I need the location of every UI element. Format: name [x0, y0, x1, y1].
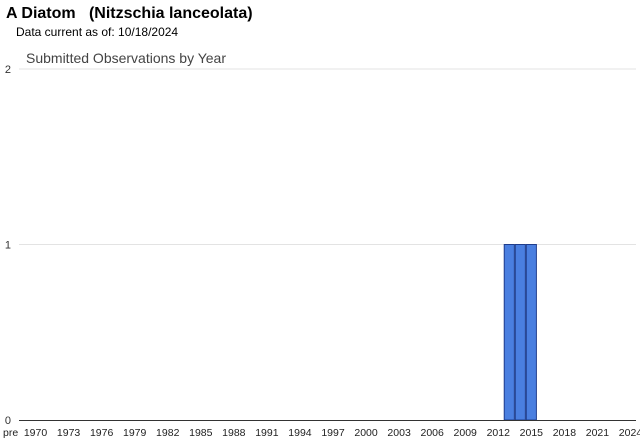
x-tick-label: 1997	[321, 427, 345, 439]
x-tick-label: 1994	[288, 427, 312, 439]
x-tick-label: 1982	[156, 427, 180, 439]
x-tick-label: 2021	[586, 427, 610, 439]
x-tick-label: 1979	[123, 427, 147, 439]
x-tick-label: pre	[3, 427, 18, 439]
x-tick-label: 1991	[255, 427, 279, 439]
y-tick-label: 2	[5, 64, 11, 76]
chart-title: Submitted Observations by Year	[26, 50, 226, 66]
x-tick-label: 2015	[520, 427, 544, 439]
bars	[503, 244, 537, 421]
x-tick-label: 2018	[553, 427, 577, 439]
bar	[514, 244, 526, 421]
x-tick-label: 1988	[222, 427, 246, 439]
x-tick-label: 1985	[189, 427, 213, 439]
y-axis-ticks: 0 1 2	[5, 64, 11, 427]
x-tick-label: 2000	[354, 427, 378, 439]
x-tick-label: 1970	[24, 427, 48, 439]
y-tick-label: 0	[5, 415, 11, 427]
data-current-date: Data current as of: 10/18/2024	[16, 25, 179, 39]
x-tick-label: 2006	[420, 427, 444, 439]
y-tick-label: 1	[5, 240, 11, 252]
x-tick-label: 2012	[487, 427, 511, 439]
x-axis-ticks: pre 1970 1973 1976 1979 1982 1985 1988 1991 1994 1…	[3, 427, 640, 439]
x-tick-label: 1976	[90, 427, 114, 439]
chart-header: A Diatom (Nitzschia lanceolata) Data cur…	[6, 4, 253, 39]
bar	[503, 244, 515, 421]
bar	[525, 244, 537, 421]
x-tick-label: 2024	[619, 427, 640, 439]
x-tick-label: 2003	[387, 427, 411, 439]
x-tick-label: 2009	[454, 427, 478, 439]
species-title: A Diatom (Nitzschia lanceolata)	[6, 5, 253, 22]
x-tick-label: 1973	[57, 427, 81, 439]
gridlines	[19, 68, 636, 245]
